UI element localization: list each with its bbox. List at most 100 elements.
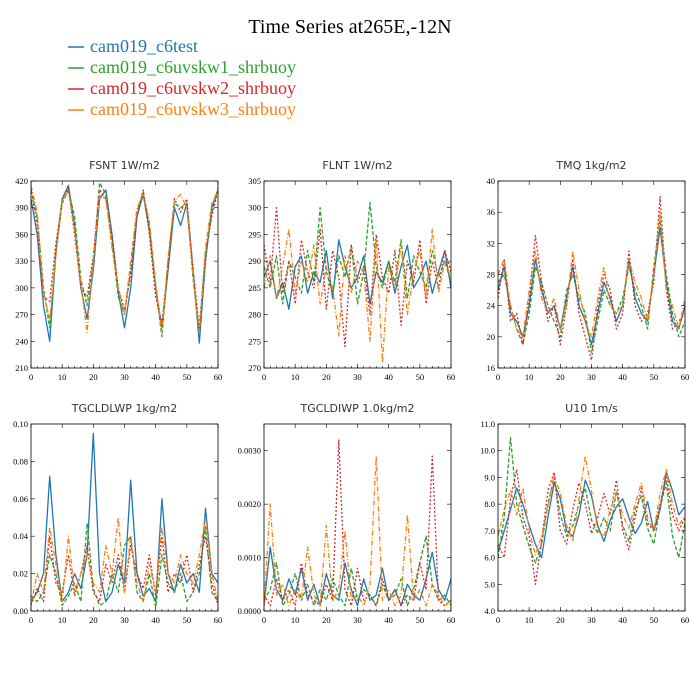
y-tick-label: 390	[15, 203, 28, 213]
series-line	[31, 187, 218, 329]
chart-panel: FLNT 1W/m2 0 10 20 30 40 50 60 270 275 280 285 290 29…	[248, 159, 455, 382]
plot-frame	[30, 180, 219, 369]
series-line	[31, 535, 218, 606]
series-group	[264, 201, 451, 364]
x-tick-label: 30	[120, 615, 129, 625]
x-tick-label: 10	[291, 372, 300, 382]
y-tick-label: 9.0	[484, 472, 495, 482]
y-tick-label: 20	[487, 332, 496, 342]
x-tick-label: 40	[151, 615, 160, 625]
x-tick-label: 60	[214, 615, 223, 625]
panels: FSNT 1W/m20 10 20 30 40 50 6021024027030033036…	[13, 159, 689, 625]
y-tick-label: 10.0	[480, 446, 495, 456]
x-tick-label: 60	[681, 615, 690, 625]
y-tick-label: 270	[248, 363, 261, 373]
y-tick-label: 32	[487, 238, 496, 248]
x-tick-label: 50	[183, 615, 192, 625]
y-tick-label: 285	[248, 283, 261, 293]
y-tick-label: 0.0020	[238, 499, 261, 509]
x-tick-label: 0	[262, 615, 266, 625]
y-tick-label: 24	[487, 301, 496, 311]
x-tick-label: 20	[322, 615, 331, 625]
series-line	[31, 185, 218, 334]
x-tick-label: 60	[681, 372, 690, 382]
y-tick-label: 4.0	[484, 606, 495, 616]
panel-title: FSNT 1W/m2	[89, 159, 160, 172]
legend-item: cam019_c6test	[68, 36, 198, 56]
legend-item: cam019_c6uvskw3_shrbuoy	[68, 99, 296, 119]
x-tick-label: 0	[29, 615, 33, 625]
series-line	[31, 516, 218, 604]
chart-panel: TMQ 1kg/m2 0 10 20 30 40 50 60 16 20 24 28 32 36 40	[487, 159, 690, 382]
legend-label: cam019_c6uvskw3_shrbuoy	[90, 99, 296, 119]
y-tick-label: 40	[487, 176, 496, 186]
series-line	[264, 201, 451, 305]
y-tick-label: 0.0030	[238, 446, 261, 456]
y-tick-label: 270	[15, 310, 28, 320]
y-tick-label: 28	[487, 270, 496, 280]
panel-title: TGCLDIWP 1.0kg/m2	[299, 402, 414, 415]
x-tick-label: 20	[322, 372, 331, 382]
x-tick-label: 30	[353, 615, 362, 625]
x-tick-label: 0	[496, 615, 500, 625]
y-tick-label: 0.08	[13, 456, 28, 466]
series-line	[264, 228, 451, 364]
series-line	[264, 239, 451, 310]
y-tick-label: 275	[248, 336, 261, 346]
y-tick-label: 0.10	[13, 419, 28, 429]
x-tick-label: 20	[89, 615, 98, 625]
series-group	[264, 439, 451, 607]
x-tick-label: 50	[183, 372, 192, 382]
x-tick-label: 30	[120, 372, 129, 382]
plot-frame	[263, 423, 452, 612]
x-tick-label: 40	[384, 615, 393, 625]
legend-item: cam019_c6uvskw2_shrbuoy	[68, 78, 296, 98]
y-tick-label: 420	[15, 176, 28, 186]
x-tick-label: 50	[416, 615, 425, 625]
y-tick-label: 240	[15, 336, 28, 346]
series-group	[31, 182, 218, 344]
series-line	[498, 436, 685, 564]
y-tick-label: 8.0	[484, 499, 495, 509]
y-tick-label: 280	[248, 310, 261, 320]
legend-label: cam019_c6test	[90, 36, 198, 56]
series-line	[264, 455, 451, 607]
y-tick-label: 295	[248, 229, 261, 239]
figure-title: Time Series at265E,-12N	[248, 16, 451, 38]
y-tick-label: 5.0	[484, 579, 495, 589]
y-tick-label: 16	[487, 363, 496, 373]
y-tick-label: 300	[248, 203, 261, 213]
legend-item: cam019_c6uvskw1_shrbuoy	[68, 57, 296, 77]
series-line	[31, 184, 218, 344]
chart-panel: FSNT 1W/m2 0 10 20 30 40 50 60 210 240 270 300 330 36…	[15, 159, 222, 382]
series-line	[498, 219, 685, 354]
x-tick-label: 30	[587, 615, 596, 625]
legend: cam019_c6testcam019_c6uvskw1_shrbuoycam0…	[68, 36, 296, 119]
series-line	[264, 207, 451, 348]
x-tick-label: 40	[151, 372, 160, 382]
x-tick-label: 10	[525, 372, 534, 382]
y-tick-label: 290	[248, 256, 261, 266]
x-tick-label: 10	[58, 615, 67, 625]
series-line	[498, 455, 685, 556]
panel-title: FLNT 1W/m2	[322, 159, 392, 172]
y-tick-label: 0.00	[13, 606, 28, 616]
x-tick-label: 30	[587, 372, 596, 382]
series-group	[31, 432, 218, 608]
x-tick-label: 0	[262, 372, 266, 382]
x-tick-label: 20	[89, 372, 98, 382]
x-tick-label: 20	[556, 372, 565, 382]
x-tick-label: 60	[447, 372, 456, 382]
y-tick-label: 0.02	[13, 569, 28, 579]
x-tick-label: 50	[650, 615, 659, 625]
y-tick-label: 210	[15, 363, 28, 373]
y-tick-label: 0.06	[13, 494, 28, 504]
panel-title: TGCLDLWP 1kg/m2	[71, 402, 177, 415]
legend-label: cam019_c6uvskw2_shrbuoy	[90, 78, 296, 98]
series-line	[31, 522, 218, 608]
series-line	[264, 439, 451, 607]
x-tick-label: 40	[618, 372, 627, 382]
x-tick-label: 30	[353, 372, 362, 382]
plot-frame	[497, 180, 686, 369]
